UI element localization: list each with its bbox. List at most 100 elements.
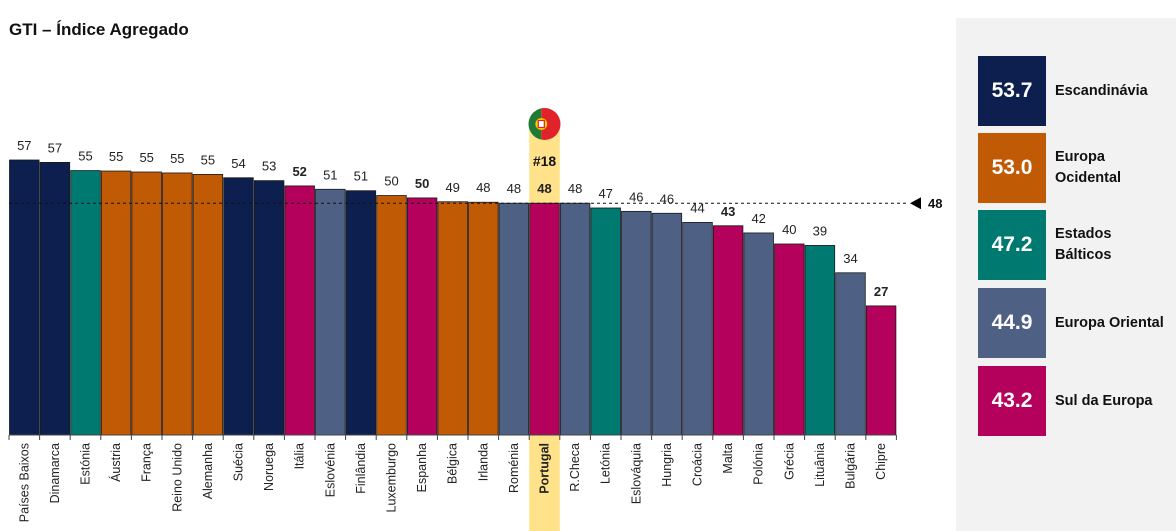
- category-label-25: Polónia: [752, 443, 766, 485]
- bar-6: [162, 172, 193, 436]
- category-label-11: Eslovénia: [323, 443, 337, 497]
- legend-label: Escandinávia: [1055, 82, 1148, 99]
- value-label-22: 46: [660, 191, 674, 206]
- category-label-2: Dinamarca: [48, 443, 62, 503]
- category-label-18: Portugal: [538, 443, 552, 494]
- bar-1: [9, 159, 40, 436]
- bar-16: [468, 201, 499, 436]
- category-label-3: Estónia: [79, 443, 93, 485]
- rank-label: #18: [533, 153, 557, 169]
- category-label-28: Bulgária: [844, 443, 858, 489]
- category-label-26: Grécia: [782, 443, 796, 480]
- category-label-8: Suécia: [232, 443, 246, 481]
- value-label-10: 52: [292, 164, 306, 179]
- value-label-27: 39: [813, 223, 827, 238]
- legend-item-2: 53.0 Europa Ocidental: [978, 133, 1168, 203]
- category-label-5: França: [140, 443, 154, 482]
- bar-14: [406, 197, 438, 436]
- value-label-14: 50: [415, 176, 429, 191]
- category-label-13: Luxemburgo: [385, 443, 399, 513]
- bar-29: [865, 305, 897, 436]
- legend-value: 43.2: [978, 366, 1046, 436]
- bar-24: [712, 225, 744, 436]
- bar-7: [192, 173, 224, 436]
- category-label-19: R.Checa: [568, 443, 582, 492]
- value-label-15: 49: [445, 180, 459, 195]
- value-label-2: 57: [48, 140, 62, 155]
- category-label-17: Roménia: [507, 443, 521, 493]
- bar-18: [529, 202, 560, 436]
- value-label-16: 48: [476, 180, 490, 195]
- legend-value: 47.2: [978, 210, 1046, 280]
- value-label-11: 51: [323, 167, 337, 182]
- bar-23: [682, 221, 713, 436]
- category-label-27: Lituânia: [813, 443, 827, 487]
- bar-22: [651, 212, 683, 436]
- portugal-flag-icon: [528, 108, 561, 140]
- category-label-16: Irlanda: [476, 443, 490, 481]
- value-label-26: 40: [782, 222, 796, 237]
- bar-21: [621, 210, 652, 436]
- value-label-6: 55: [170, 151, 184, 166]
- category-label-12: Finlândia: [354, 443, 368, 494]
- category-label-4: Áustria: [108, 443, 123, 482]
- bar-15: [437, 201, 468, 436]
- bar-8: [223, 177, 254, 436]
- value-label-23: 44: [690, 200, 704, 215]
- value-label-18: 48: [537, 181, 551, 196]
- value-label-17: 48: [507, 181, 521, 196]
- category-label-20: Letónia: [599, 443, 613, 484]
- bar-11: [315, 188, 346, 436]
- category-label-1: Países Baixos: [17, 443, 31, 522]
- bar-10: [284, 185, 315, 436]
- legend-value: 53.0: [978, 133, 1046, 203]
- bar-25: [743, 232, 774, 436]
- legend-value: 44.9: [978, 288, 1046, 358]
- bar-9: [253, 180, 285, 436]
- category-label-14: Espanha: [415, 443, 429, 492]
- bar-chart: 48 57 57 55 55 55 55 55 54 53 52 51 51 50 50 49 48 48 48 48…: [8, 108, 942, 531]
- legend-value: 53.7: [978, 56, 1046, 126]
- bar-3: [70, 170, 101, 436]
- value-label-3: 55: [78, 149, 92, 164]
- legend-label: Estados Bálticos: [1055, 226, 1112, 263]
- value-label-21: 46: [629, 189, 643, 204]
- category-label-7: Alemanha: [201, 443, 215, 499]
- legend-item-1: 53.7 Escandinávia: [978, 56, 1168, 126]
- legend-panel: 53.7 Escandinávia 53.0 Europa Ocidental 47.2…: [956, 18, 1176, 531]
- value-label-9: 53: [262, 159, 276, 174]
- bar-19: [559, 202, 591, 436]
- reference-line-label: 48: [928, 196, 942, 211]
- reference-arrow-icon: [910, 197, 921, 210]
- value-label-4: 55: [109, 149, 123, 164]
- category-label-10: Itália: [293, 443, 307, 469]
- bar-12: [345, 190, 377, 436]
- bar-4: [100, 170, 132, 436]
- value-label-7: 55: [201, 152, 215, 167]
- bar-26: [774, 243, 805, 436]
- bar-20: [590, 207, 621, 436]
- category-label-15: Bélgica: [446, 443, 460, 484]
- legend-label: Europa Ocidental: [1055, 149, 1122, 186]
- legend-item-5: 43.2 Sul da Europa: [978, 366, 1168, 436]
- value-label-13: 50: [384, 174, 398, 189]
- value-label-29: 27: [874, 284, 888, 299]
- category-label-6: Reino Unido: [170, 443, 184, 512]
- bar-5: [131, 171, 162, 436]
- value-label-12: 51: [354, 169, 368, 184]
- legend-item-3: 47.2 Estados Bálticos: [978, 210, 1168, 280]
- legend-label: Sul da Europa: [1055, 392, 1153, 409]
- category-label-22: Hungria: [660, 443, 674, 487]
- bar-27: [804, 245, 836, 436]
- category-label-23: Croácia: [691, 443, 705, 486]
- category-label-9: Noruega: [262, 443, 276, 491]
- value-label-25: 42: [751, 211, 765, 226]
- bar-17: [498, 202, 530, 436]
- value-label-20: 47: [598, 186, 612, 201]
- bar-28: [835, 272, 866, 436]
- bar-2: [39, 161, 71, 436]
- category-label-29: Chipre: [874, 443, 888, 480]
- value-label-19: 48: [568, 181, 582, 196]
- value-label-28: 34: [843, 251, 857, 266]
- value-label-1: 57: [17, 138, 31, 153]
